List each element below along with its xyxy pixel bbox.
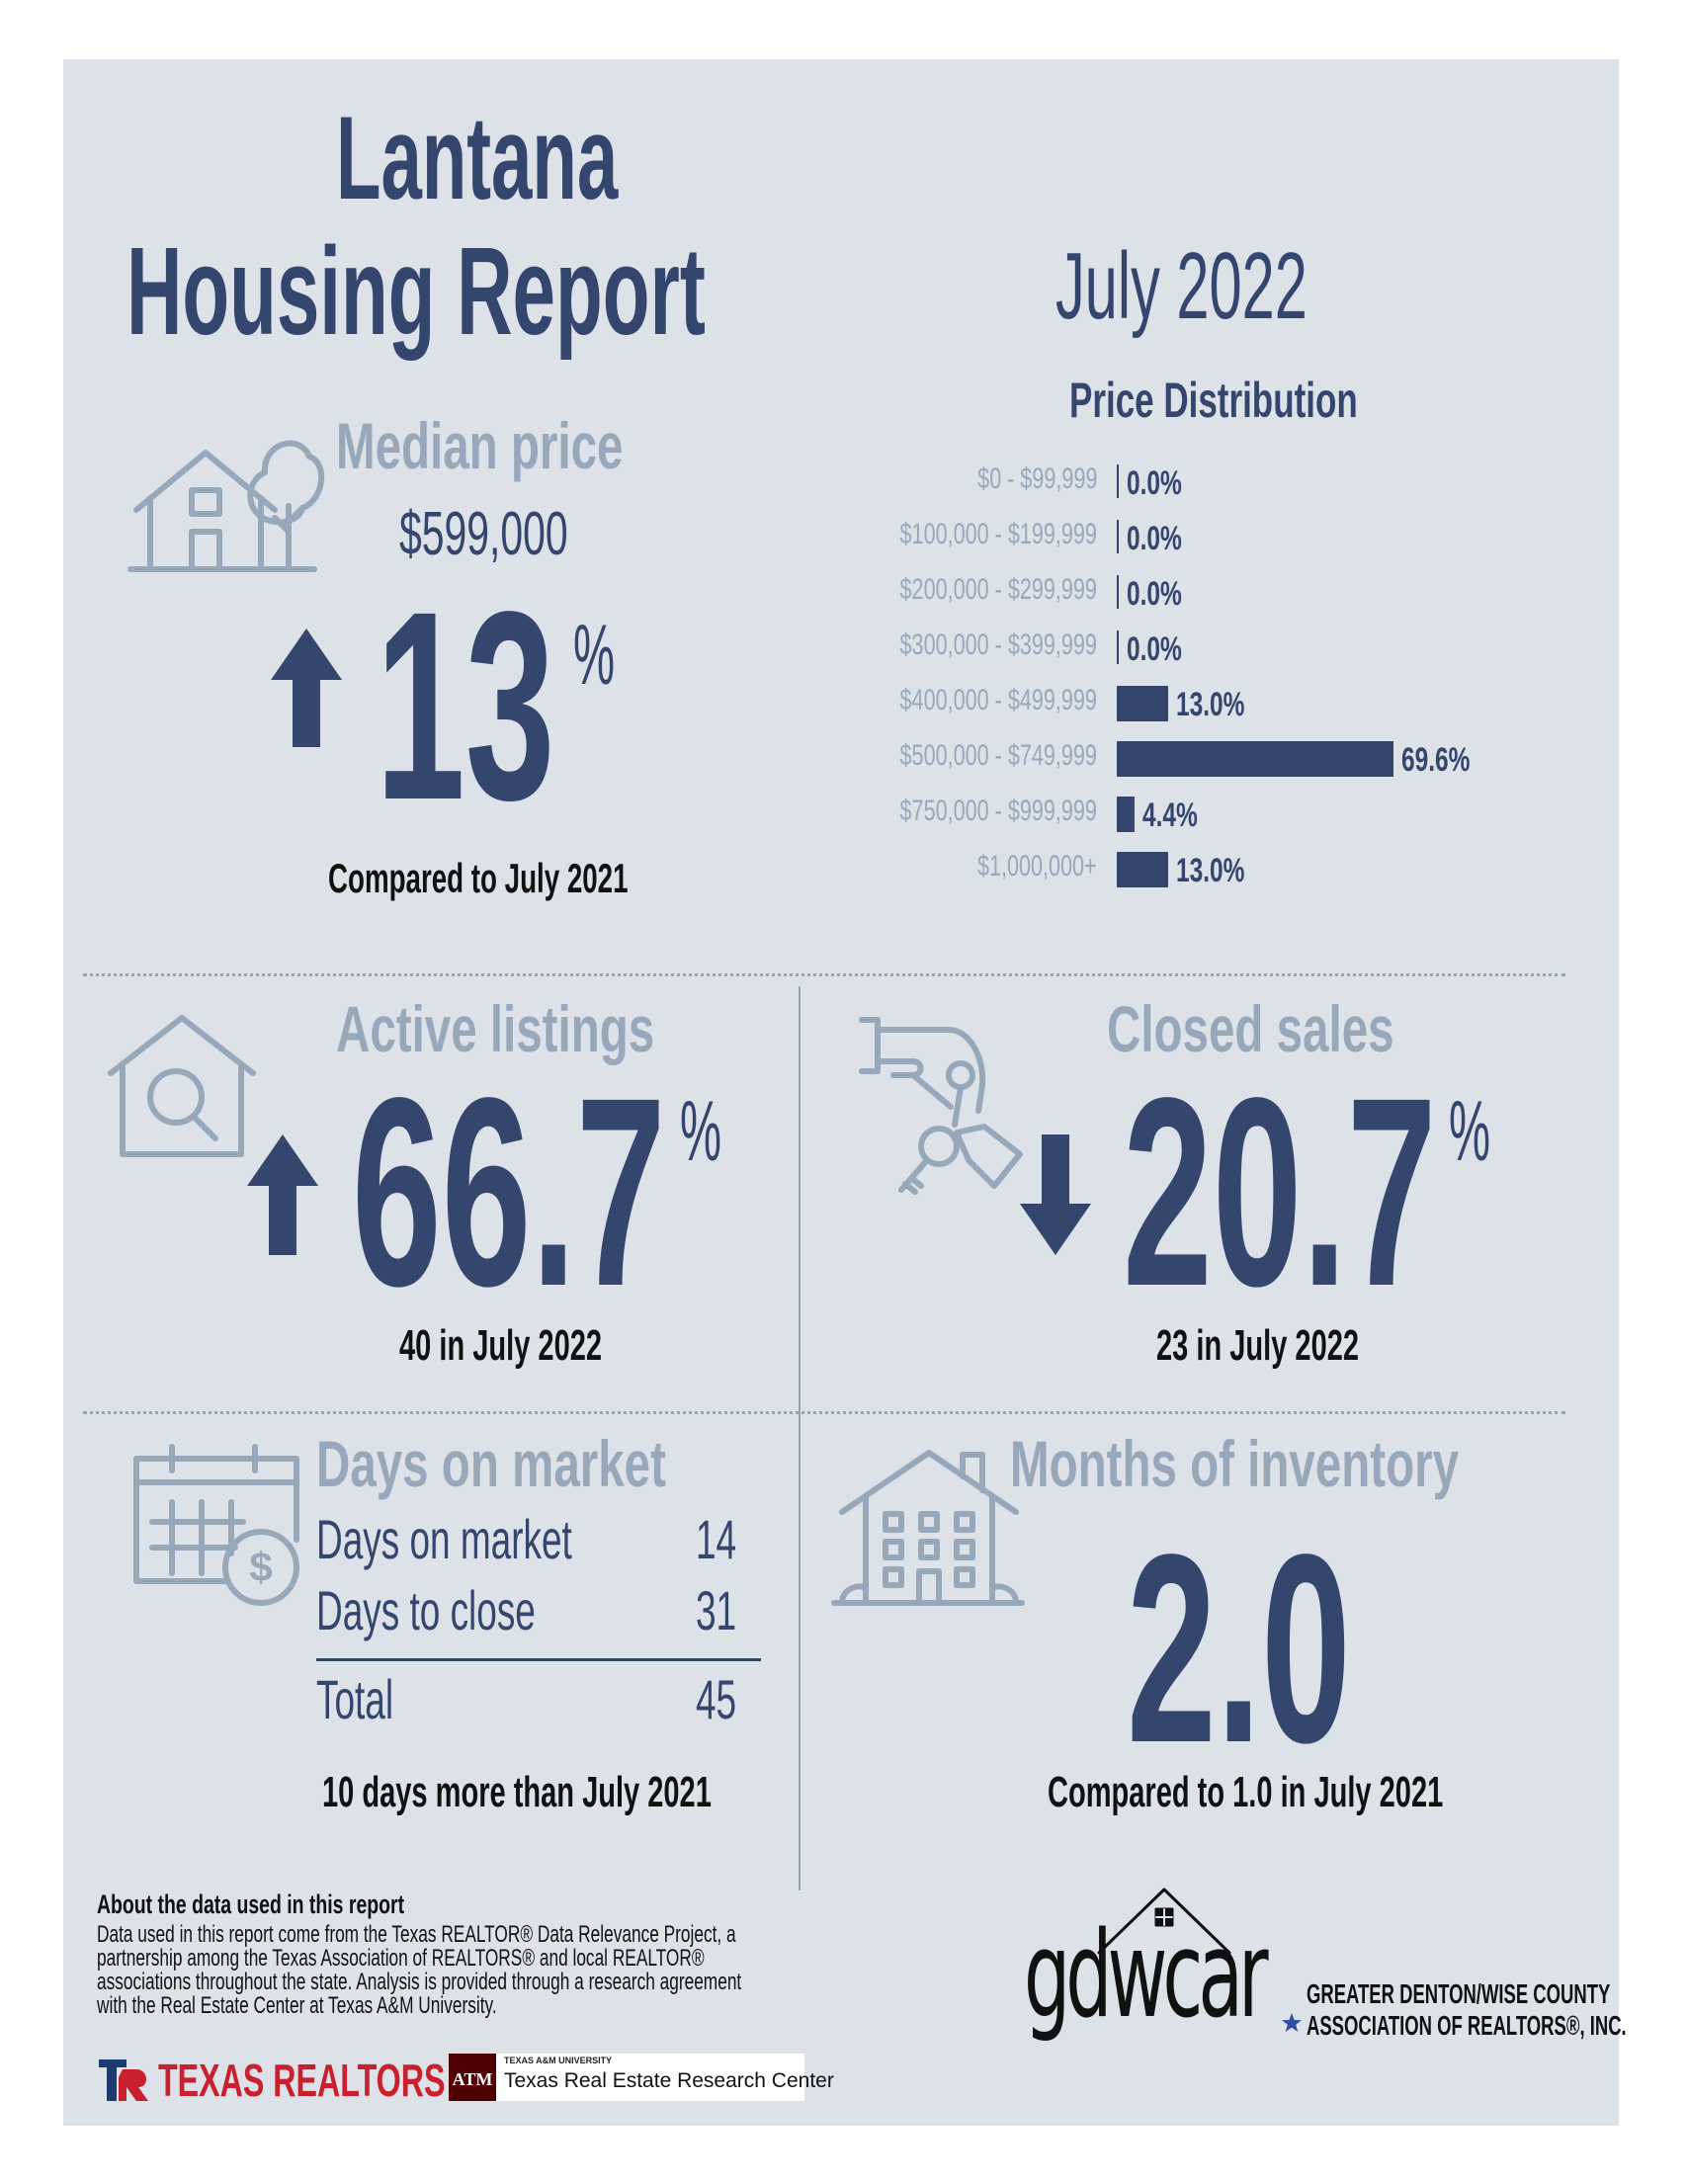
price-bar [1117,686,1169,721]
price-bar-value: 0.0% [1127,575,1182,613]
days-on-market-row-label: Days on market [316,1508,572,1570]
closed-sales-change: 20.7 [1123,1042,1437,1342]
gdwcar-logo-text: gdwcar [1024,1907,1269,2045]
report-period: July 2022 [1055,233,1307,339]
closed-sales-caption: 23 in July 2022 [1156,1321,1360,1370]
tamu-logo: ATM TEXAS A&M UNIVERSITY Texas Real Esta… [449,2054,834,2101]
price-range-label: $400,000 - $499,999 [899,684,1097,716]
price-bar-value: 69.6% [1401,741,1471,779]
up-arrow-icon [247,1134,318,1255]
total-row-value: 45 [696,1668,737,1730]
report-city: Lantana [336,92,619,224]
texas-realtors-wordmark: TEXAS REALTORS [158,2055,446,2106]
median-price-label: Median price [336,409,624,482]
apartment-building-icon [831,1445,1025,1606]
report-panel [63,59,1619,2126]
price-bar-value: 0.0% [1127,464,1182,502]
column-divider [799,986,801,1890]
median-price-value: $599,000 [399,500,568,568]
gdwcar-roof-icon [1095,1886,1233,1957]
tamu-emblem-icon: ATM [449,2054,496,2101]
active-listings-label: Active listings [336,992,655,1065]
price-bar [1117,852,1169,887]
price-range-label: $200,000 - $299,999 [899,573,1097,606]
months-of-inventory-caption: Compared to 1.0 in July 2021 [1048,1768,1444,1816]
price-bar-value: 13.0% [1176,852,1245,889]
price-range-label: $300,000 - $399,999 [899,629,1097,661]
price-bar [1117,575,1119,609]
price-bar [1117,797,1135,832]
calendar-dollar-icon: $ [132,1444,304,1609]
total-row-label: Total [316,1668,394,1730]
house-search-icon [107,1012,257,1158]
days-on-market-label: Days on market [316,1427,666,1500]
price-range-label: $100,000 - $199,999 [899,518,1097,550]
price-bar [1117,464,1119,498]
price-distribution-chart: $0 - $99,999 $100,000 - $199,999 $200,000 … [860,455,1591,899]
price-bar-value: 0.0% [1127,630,1182,668]
active-listings-unit: % [680,1084,722,1179]
median-price-change: 13 [376,555,555,856]
about-title: About the data used in this report [97,1890,405,1919]
about-text-wrap: Data used in this report come from the T… [97,1923,759,2018]
price-bar-value: 13.0% [1176,686,1245,723]
closed-sales-label: Closed sales [1107,992,1394,1065]
months-of-inventory-value: 2.0 [1127,1498,1351,1799]
svg-text:$: $ [249,1544,272,1590]
median-price-caption: Compared to July 2021 [328,855,629,901]
days-to-close-row-label: Days to close [316,1579,536,1641]
median-price-unit: % [573,608,616,703]
days-to-close-row-value: 31 [696,1579,737,1641]
price-bar [1117,630,1119,664]
about-text: Data used in this report come from the T… [97,1921,742,2019]
price-bar-value: 0.0% [1127,520,1182,557]
star-icon [1281,2012,1303,2034]
price-range-label: $0 - $99,999 [976,462,1097,495]
price-distribution-bars: 0.0% 0.0% 0.0% 0.0% 13.0% 69.6% 4.4% 13.0% [1117,455,1591,899]
section-divider-top [83,973,1565,976]
down-arrow-icon [1020,1134,1091,1255]
days-on-market-caption: 10 days more than July 2021 [322,1768,712,1816]
tamu-center-text: Texas Real Estate Research Center [504,2069,834,2092]
days-on-market-row-value: 14 [696,1508,737,1570]
gdwcar-line2: ASSOCIATION OF REALTORS®, INC. [1307,2010,1627,2041]
price-range-label: $750,000 - $999,999 [899,795,1097,827]
total-divider [316,1658,761,1661]
price-bar-value: 4.4% [1141,797,1198,834]
hand-keys-icon [858,1016,1024,1195]
tamu-university-text: TEXAS A&M UNIVERSITY [504,2056,613,2065]
price-bar [1117,741,1393,777]
days-on-market-table: Days on market 14 Days to close 31 Total… [316,1512,761,1739]
price-range-label: $500,000 - $749,999 [899,739,1097,772]
closed-sales-unit: % [1449,1084,1491,1179]
house-tree-icon [127,423,325,572]
active-listings-change: 66.7 [352,1042,666,1342]
price-distribution-title: Price Distribution [1069,373,1358,428]
price-range-label: $1,000,000+ [977,850,1097,882]
svg-text:ATM: ATM [453,2069,493,2089]
price-distribution-labels: $0 - $99,999 $100,000 - $199,999 $200,000 … [860,455,1097,899]
gdwcar-line1: GREATER DENTON/WISE COUNTY [1307,1978,1611,2009]
active-listings-caption: 40 in July 2022 [399,1321,603,1370]
up-arrow-icon [271,629,342,747]
texas-realtors-logo-icon [97,2058,150,2103]
report-title: Housing Report [127,221,706,361]
section-divider-middle [83,1411,1565,1414]
months-of-inventory-label: Months of inventory [1010,1427,1460,1500]
price-bar [1117,520,1119,553]
